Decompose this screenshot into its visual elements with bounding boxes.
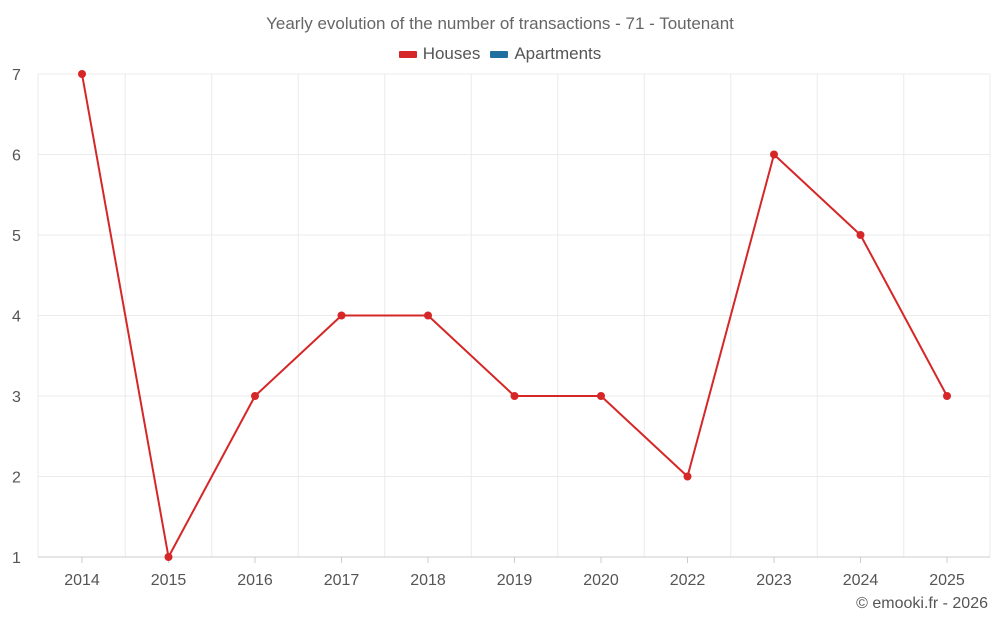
legend-item-houses[interactable]: Houses — [398, 44, 481, 64]
data-point-houses-2020 — [597, 392, 605, 400]
data-point-houses-2023 — [770, 150, 778, 159]
x-tick-label-2024: 2024 — [843, 572, 879, 589]
x-tick-label-2023: 2023 — [756, 572, 792, 589]
x-tick-label-2017: 2017 — [324, 572, 360, 589]
x-tick-label-2018: 2018 — [410, 572, 446, 589]
x-tick-label-2019: 2019 — [497, 572, 533, 589]
y-tick-label-4: 4 — [12, 309, 21, 326]
data-point-houses-2024 — [856, 231, 865, 239]
data-point-houses-2016 — [251, 392, 259, 400]
data-point-houses-2015 — [164, 553, 173, 561]
x-tick-label-2016: 2016 — [237, 572, 273, 589]
x-tick-label-2025: 2025 — [929, 572, 965, 589]
y-tick-label-3: 3 — [12, 389, 21, 406]
legend-label-apartments: Apartments — [514, 44, 602, 63]
legend: Houses Apartments — [0, 44, 1000, 64]
x-tick-label-2022: 2022 — [670, 572, 706, 589]
x-tick-label-2015: 2015 — [151, 572, 187, 589]
data-point-houses-2014 — [78, 70, 86, 78]
data-point-houses-2017 — [337, 311, 346, 320]
data-point-houses-2018 — [424, 311, 432, 320]
y-tick-label-2: 2 — [12, 470, 21, 487]
legend-label-houses: Houses — [422, 44, 481, 63]
axes — [38, 556, 990, 563]
copyright-text: © emooki.fr - 2026 — [856, 595, 988, 612]
data-point-houses-2022 — [683, 472, 692, 481]
x-tick-label-2020: 2020 — [583, 572, 619, 589]
x-tick-label-2014: 2014 — [64, 572, 100, 589]
tick-labels: 1 2 3 4 5 6 7 2014 2015 2016 2017 2018 2019 2020 2022 2… — [12, 67, 965, 589]
y-tick-label-5: 5 — [12, 228, 21, 245]
y-tick-label-1: 1 — [12, 550, 21, 567]
y-tick-label-7: 7 — [12, 67, 21, 84]
legend-swatch-houses — [398, 50, 417, 58]
data-point-houses-2025 — [943, 392, 951, 400]
y-tick-label-6: 6 — [12, 148, 21, 165]
legend-swatch-apartments — [490, 50, 509, 58]
data-point-houses-2019 — [510, 392, 519, 400]
data-points — [78, 70, 951, 561]
chart-title: Yearly evolution of the number of transa… — [266, 14, 734, 33]
grid-lines — [37, 73, 991, 557]
legend-item-apartments[interactable]: Apartments — [490, 44, 601, 64]
